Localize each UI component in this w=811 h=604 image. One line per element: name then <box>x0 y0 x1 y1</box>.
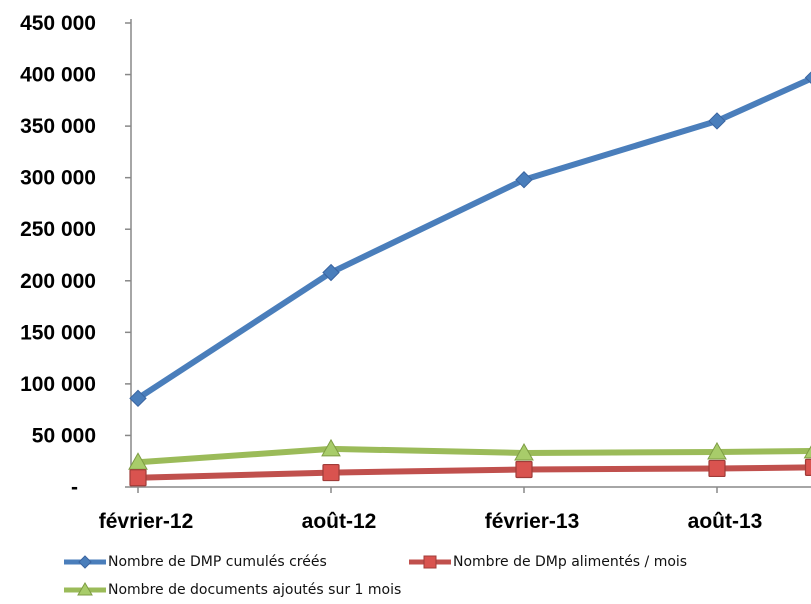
axes <box>130 19 811 488</box>
legend-item: Nombre de DMP cumulés créés <box>62 552 327 572</box>
data-point <box>708 459 726 478</box>
legend-label: Nombre de documents ajoutés sur 1 mois <box>108 582 402 598</box>
legend-label: Nombre de DMP cumulés créés <box>108 554 327 570</box>
y-tick-label: - <box>71 476 78 499</box>
y-tick-label: 400 000 <box>20 64 96 87</box>
data-point <box>514 442 534 461</box>
line-chart: - 50 000 100 000 150 000 200 000 250 000 300 0… <box>20 12 811 533</box>
x-tick-label: août-12 <box>302 510 377 533</box>
legend-swatch <box>64 555 106 569</box>
y-tick-label: 450 000 <box>20 12 96 35</box>
data-point <box>321 438 341 457</box>
series-1 <box>129 71 811 408</box>
legend-swatch <box>64 582 106 596</box>
legend-item: Nombre de DMp alimentés / mois <box>407 552 687 572</box>
y-tick-label: 50 000 <box>32 424 96 447</box>
y-tick-labels: - 50 000 100 000 150 000 200 000 250 000 300 0… <box>20 12 131 499</box>
x-tick-labels: février-12 août-12 février-13 août-13 <box>99 487 763 533</box>
y-tick-label: 250 000 <box>20 218 96 241</box>
y-tick-label: 300 000 <box>20 167 96 190</box>
data-point <box>515 171 533 189</box>
data-point <box>515 460 533 479</box>
series-2 <box>129 458 811 487</box>
data-point <box>708 112 726 130</box>
legend: Nombre de DMP cumulés créés Nombre de DMp… <box>62 550 807 602</box>
legend-label: Nombre de DMp alimentés / mois <box>453 554 688 570</box>
legend-swatch <box>409 555 451 569</box>
y-tick-label: 100 000 <box>20 373 96 396</box>
data-point <box>804 71 811 84</box>
data-point <box>803 445 811 459</box>
series-group <box>128 71 811 487</box>
y-tick-label: 200 000 <box>20 270 96 293</box>
y-tick-label: 350 000 <box>20 115 96 138</box>
y-tick-label: 150 000 <box>20 321 96 344</box>
data-point <box>804 458 811 477</box>
data-point <box>322 263 340 282</box>
data-point <box>322 463 340 482</box>
x-tick-label: août-13 <box>688 510 763 533</box>
series-3 <box>128 438 811 470</box>
series-line <box>135 75 811 402</box>
x-tick-label: février-13 <box>485 510 580 533</box>
data-point <box>707 441 727 460</box>
data-point <box>129 469 147 487</box>
data-point <box>129 389 147 408</box>
legend-item: Nombre de documents ajoutés sur 1 mois <box>62 580 401 600</box>
x-tick-label: février-12 <box>99 510 194 533</box>
